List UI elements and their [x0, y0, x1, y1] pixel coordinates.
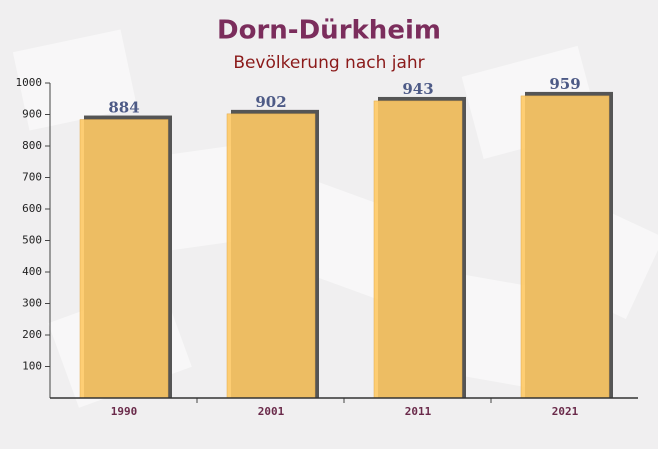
y-tick-label: 700: [22, 171, 42, 184]
bar: [226, 113, 316, 399]
y-tick-label: 1000: [16, 76, 43, 89]
x-tick-label: 2021: [552, 405, 579, 418]
y-tick-label: 300: [22, 297, 42, 310]
value-label: 959: [549, 75, 580, 93]
chart-title: Dorn-Dürkheim: [217, 16, 441, 46]
x-tick-label: 2001: [258, 405, 285, 418]
chart-subtitle: Bevölkerung nach jahr: [233, 53, 424, 73]
bar: [79, 119, 169, 399]
bar: [373, 100, 463, 399]
x-tick-label: 2011: [405, 405, 432, 418]
y-tick-label: 800: [22, 139, 42, 152]
value-label: 943: [402, 80, 433, 98]
y-tick-label: 200: [22, 328, 42, 341]
y-tick-label: 400: [22, 265, 42, 278]
value-label: 884: [108, 99, 139, 117]
y-tick-label: 100: [22, 360, 42, 373]
y-tick-label: 500: [22, 234, 42, 247]
bar: [520, 95, 610, 399]
y-tick-label: 600: [22, 202, 42, 215]
x-tick-label: 1990: [111, 405, 138, 418]
value-label: 902: [255, 93, 286, 111]
y-tick-label: 900: [22, 108, 42, 121]
